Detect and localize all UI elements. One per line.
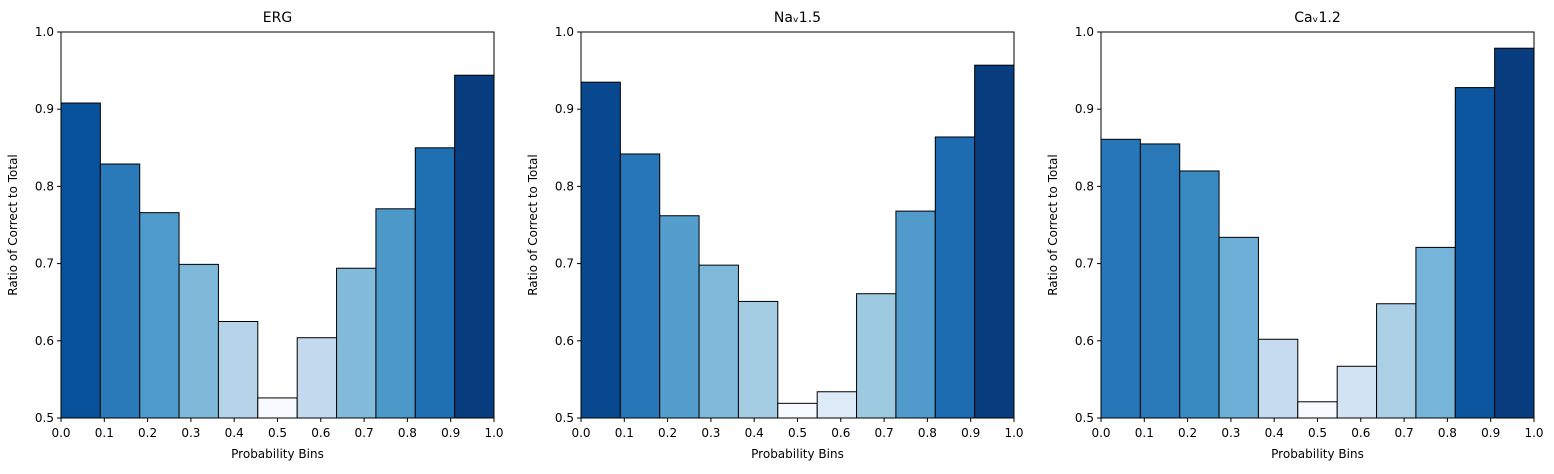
x-tick-label: 0.5: [268, 426, 287, 440]
bar: [737, 300, 779, 419]
bar: [1415, 246, 1456, 419]
bar: [698, 264, 739, 419]
bar: [257, 397, 298, 419]
x-tick-label: 0.4: [1265, 426, 1284, 440]
bar: [1297, 401, 1338, 419]
x-tick-label: 0.3: [181, 426, 200, 440]
chart-panel-2: 0.0 0.1 0.2 0.3 0.4 0.5 0.6 0.7 0.8 0.9 1.0 0.5 0.6 0…: [526, 10, 1024, 461]
y-tick-label: 0.6: [555, 334, 574, 348]
x-tick-label: 0.6: [1351, 426, 1370, 440]
bar: [619, 153, 661, 419]
x-tick-label: 0.7: [875, 426, 894, 440]
bar: [375, 208, 416, 419]
chart-title: Caᵥ1.2: [1294, 10, 1340, 26]
x-tick-label: 0.2: [1178, 426, 1197, 440]
bar: [659, 215, 700, 419]
bar: [777, 402, 818, 419]
bar: [296, 337, 338, 419]
x-axis-label: Probability Bins: [1271, 447, 1364, 461]
bar: [139, 212, 180, 419]
chart-panel-3: 0.0 0.1 0.2 0.3 0.4 0.5 0.6 0.7 0.8 0.9 1.0 0.5 0.6 0…: [1046, 10, 1544, 461]
x-tick-label: 0.4: [225, 426, 244, 440]
y-tick-label: 1.0: [35, 25, 54, 39]
x-tick-label: 1.0: [1524, 426, 1543, 440]
bar: [856, 293, 897, 419]
x-tick-label: 0.8: [398, 426, 417, 440]
x-tick-label: 0.0: [571, 426, 590, 440]
y-tick-label: 0.9: [555, 102, 574, 116]
x-tick-label: 1.0: [484, 426, 503, 440]
bar: [1179, 170, 1220, 419]
y-tick-label: 0.5: [35, 411, 54, 425]
bar: [1100, 138, 1141, 419]
chart-title: Naᵥ1.5: [774, 10, 821, 26]
y-tick-label: 0.6: [1075, 334, 1094, 348]
y-tick-label: 0.7: [35, 257, 54, 271]
x-tick-label: 0.2: [658, 426, 677, 440]
bar: [99, 163, 141, 419]
x-tick-label: 1.0: [1004, 426, 1023, 440]
y-tick-label: 1.0: [555, 25, 574, 39]
bar: [1494, 47, 1535, 419]
x-tick-label: 0.0: [51, 426, 70, 440]
x-tick-label: 0.0: [1091, 426, 1110, 440]
x-tick-label: 0.1: [95, 426, 114, 440]
bar: [1218, 236, 1259, 419]
chart-title: ERG: [263, 10, 292, 26]
bar: [217, 321, 259, 419]
y-tick-label: 0.7: [555, 257, 574, 271]
bar: [336, 267, 377, 419]
bar: [974, 64, 1015, 419]
x-tick-label: 0.1: [1135, 426, 1154, 440]
x-tick-label: 0.3: [701, 426, 720, 440]
x-tick-label: 0.8: [918, 426, 937, 440]
x-tick-label: 0.9: [1481, 426, 1500, 440]
x-axis-label: Probability Bins: [751, 447, 844, 461]
bar: [816, 391, 858, 419]
bar: [1139, 143, 1181, 419]
y-tick-label: 0.5: [555, 411, 574, 425]
x-tick-label: 0.6: [311, 426, 330, 440]
x-tick-label: 0.1: [615, 426, 634, 440]
bar: [414, 147, 456, 419]
y-tick-label: 0.9: [1075, 102, 1094, 116]
x-tick-label: 0.9: [441, 426, 460, 440]
y-tick-label: 0.8: [35, 179, 54, 193]
x-tick-label: 0.4: [745, 426, 764, 440]
bar: [178, 263, 219, 419]
x-tick-label: 0.5: [788, 426, 807, 440]
y-tick-label: 0.5: [1075, 411, 1094, 425]
x-tick-label: 0.6: [831, 426, 850, 440]
bar: [1336, 365, 1378, 419]
y-axis-label: Ratio of Correct to Total: [6, 154, 20, 296]
y-tick-label: 0.6: [35, 334, 54, 348]
y-tick-label: 1.0: [1075, 25, 1094, 39]
y-tick-label: 0.9: [35, 102, 54, 116]
bar: [454, 74, 495, 419]
y-tick-label: 0.8: [555, 179, 574, 193]
bar: [1257, 338, 1299, 419]
x-tick-label: 0.9: [961, 426, 980, 440]
y-axis-label: Ratio of Correct to Total: [1046, 154, 1060, 296]
y-tick-label: 0.8: [1075, 179, 1094, 193]
x-tick-label: 0.8: [1438, 426, 1457, 440]
bar: [895, 210, 936, 419]
x-axis-label: Probability Bins: [231, 447, 324, 461]
chart-panel-1: 0.0 0.1 0.2 0.3 0.4 0.5 0.6 0.7 0.8 0.9 1.0 0.5 0.6 0…: [6, 10, 504, 461]
x-tick-label: 0.7: [355, 426, 374, 440]
y-tick-label: 0.7: [1075, 257, 1094, 271]
bar: [1376, 303, 1417, 419]
bar: [934, 136, 976, 419]
bar: [60, 102, 101, 419]
x-tick-label: 0.2: [138, 426, 157, 440]
y-axis-label: Ratio of Correct to Total: [526, 154, 540, 296]
x-tick-label: 0.7: [1395, 426, 1414, 440]
bar: [580, 81, 621, 419]
x-tick-label: 0.5: [1308, 426, 1327, 440]
x-tick-label: 0.3: [1221, 426, 1240, 440]
bar: [1454, 87, 1496, 419]
